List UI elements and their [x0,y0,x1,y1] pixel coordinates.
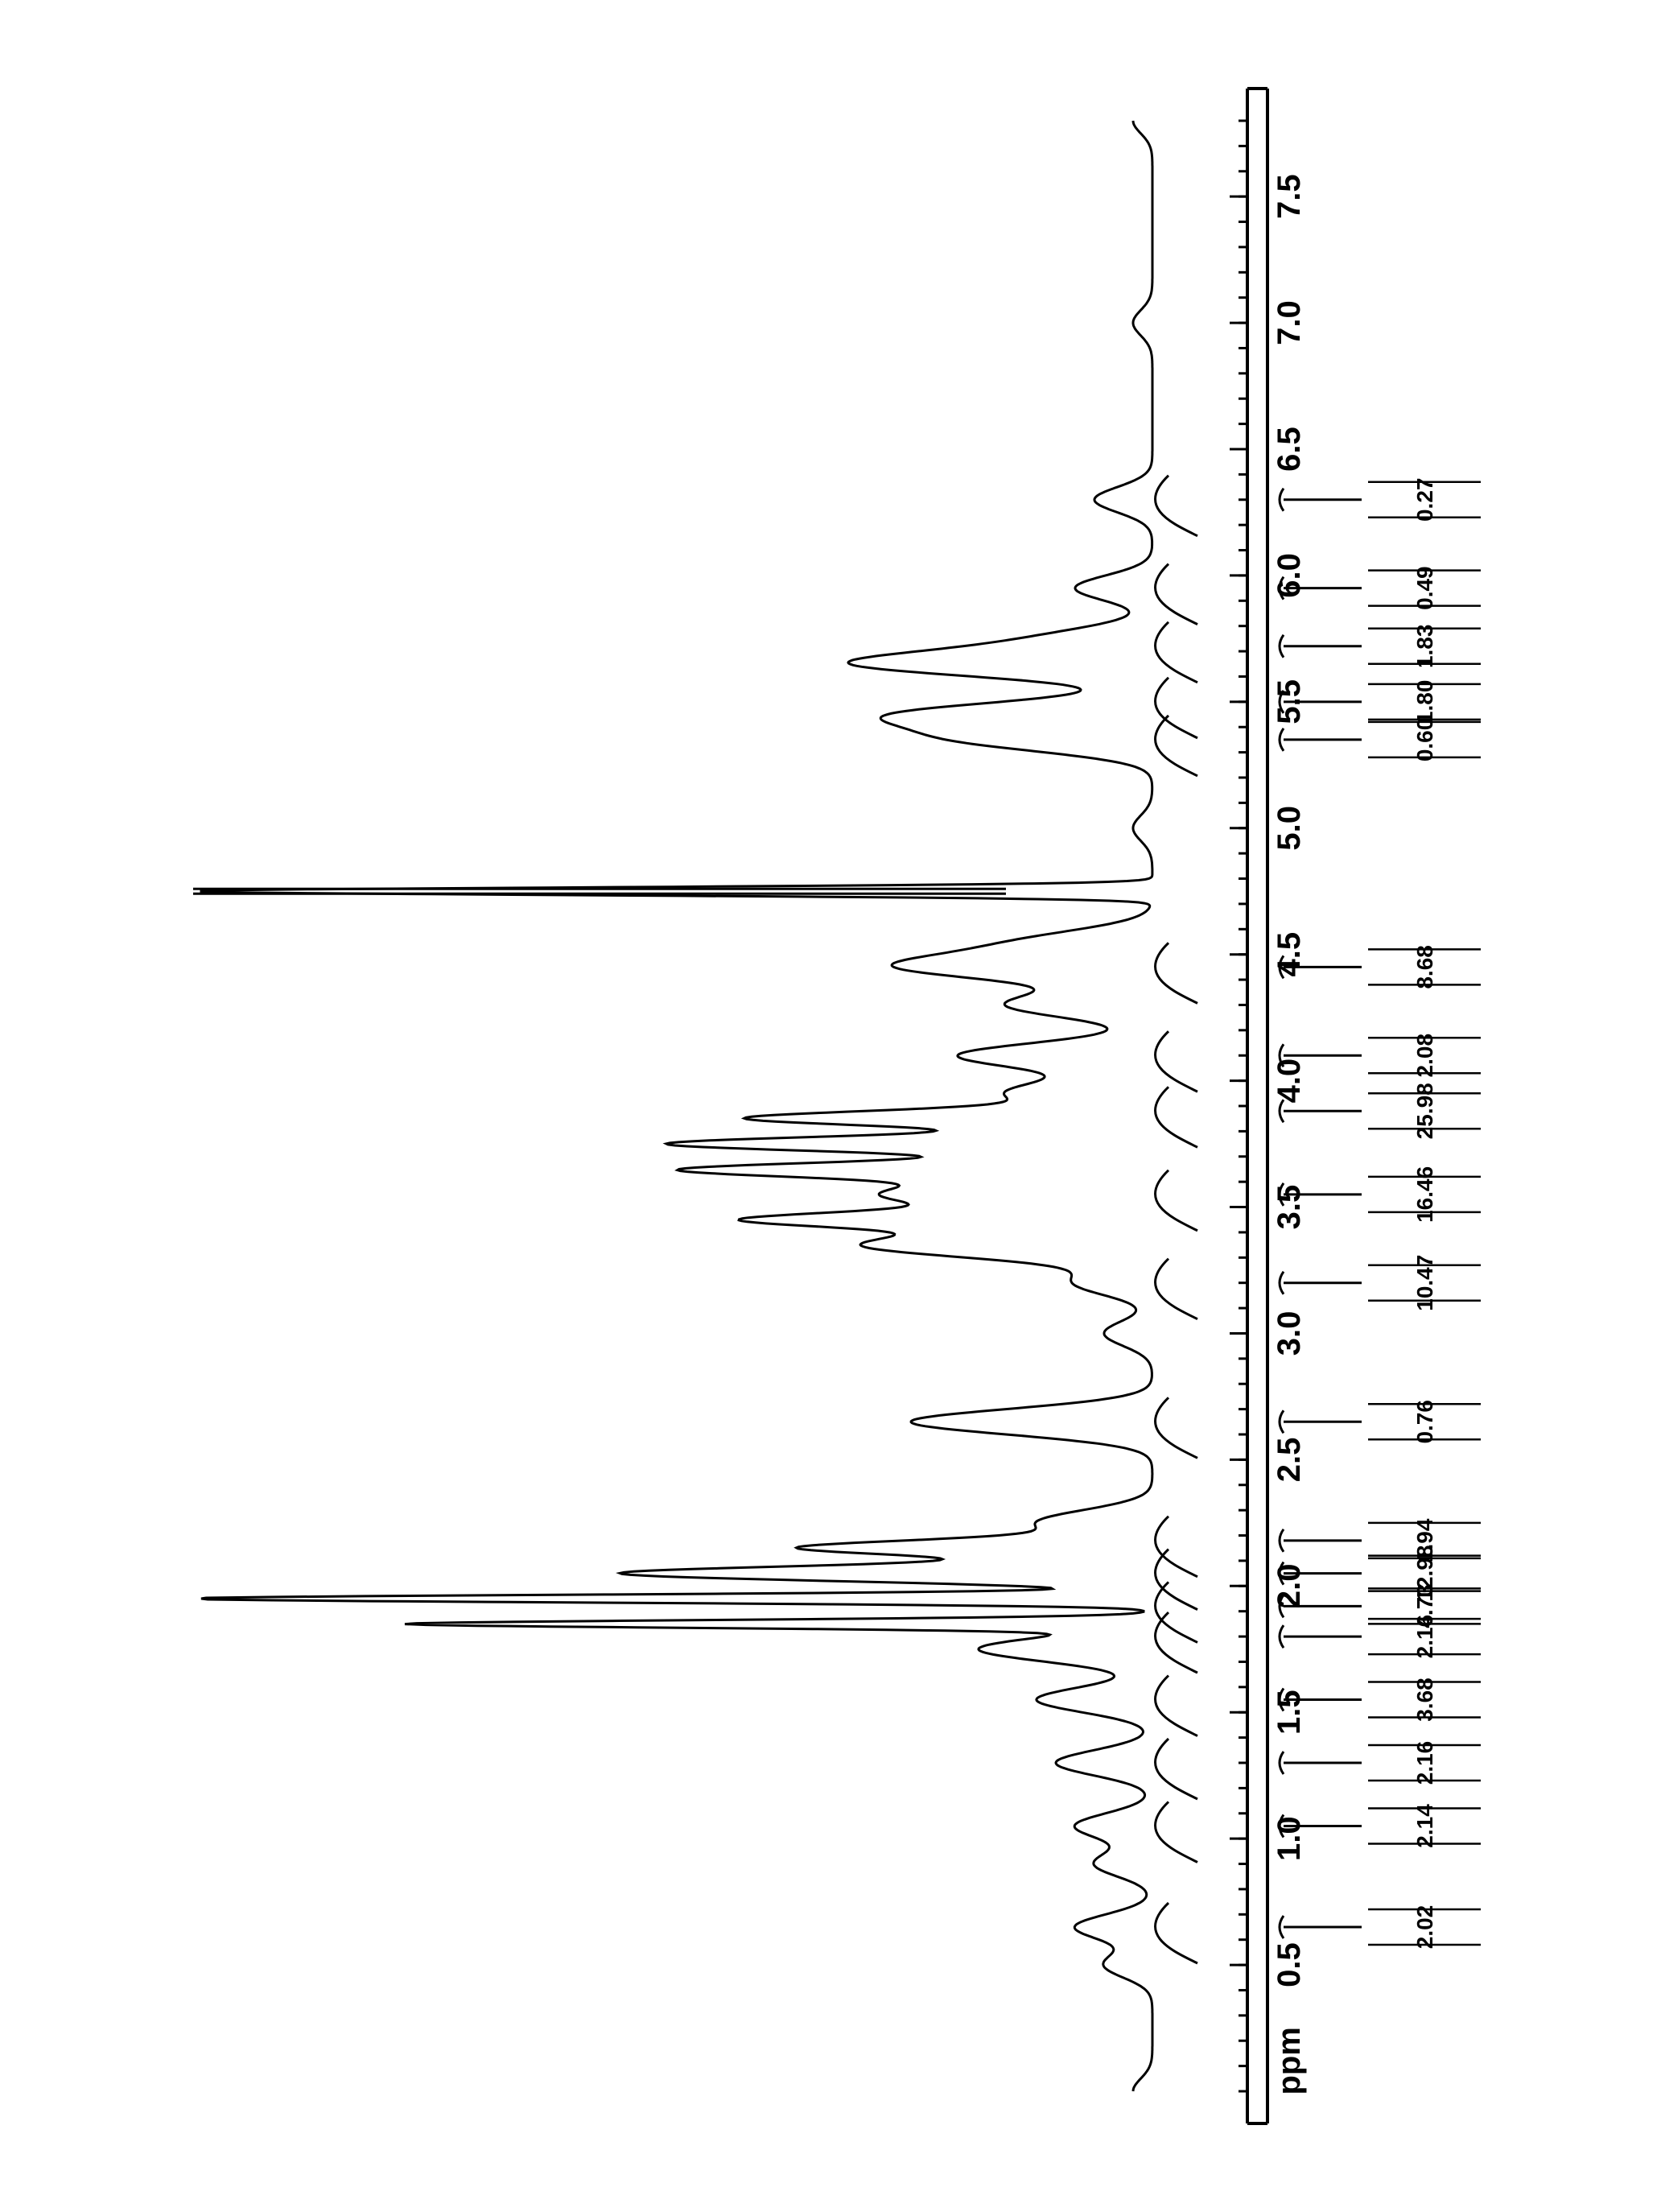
integral-label-group: 3.68 [1280,1678,1481,1722]
integral-value-label: 2.02 [1412,1905,1437,1950]
integral-label-group: 0.27 [1280,478,1481,522]
integral-value-label: 16.46 [1412,1166,1437,1223]
integral-hook [1280,1410,1284,1433]
integral-label-group: 1.80 [1280,680,1481,724]
axis-tick-label: 2.5 [1272,1438,1307,1483]
axis-tick-label: 1.0 [1272,1816,1307,1861]
integral-hook [1280,1272,1284,1294]
axis-tick-label: 6.0 [1272,553,1307,598]
axis-tick-label: 4.5 [1272,932,1307,977]
integral-label-group: 16.46 [1280,1166,1481,1223]
integral-value-label: 8.68 [1412,945,1437,989]
integral-value-label: 2.08 [1412,1034,1437,1078]
integral-label-group: 2.08 [1280,1034,1481,1078]
integral-hook [1280,489,1284,511]
axis-tick-label: 7.0 [1272,300,1307,345]
integral-label-group: 12.98 [1280,1546,1481,1602]
integral-label-group: 2.14 [1280,1804,1481,1848]
integral-value-label: 1.94 [1412,1518,1437,1562]
integral-value-label: 1.80 [1412,680,1437,724]
integral-hook [1280,1752,1284,1774]
integral-value-label: 2.14 [1412,1804,1437,1848]
integral-value-label: 0.49 [1412,566,1437,610]
integral-hook [1280,1916,1284,1938]
axis-tick-label: 3.5 [1272,1185,1307,1230]
integral-value-label: 0.27 [1412,478,1437,522]
integral-hook [1280,1529,1284,1552]
integral-label-group: 2.02 [1280,1905,1481,1950]
integral-hook [1280,635,1284,658]
integral-hook [1280,728,1284,751]
integral-label-group: 0.60 [1280,718,1481,762]
integral-label-group: 2.16 [1280,1741,1481,1785]
integral-curve [1156,476,1197,1963]
integral-value-label: 1.83 [1412,625,1437,669]
axis-tick-label: 0.5 [1272,1942,1307,1987]
integral-value-label: 25.98 [1412,1083,1437,1139]
axis-tick-label: 5.0 [1272,806,1307,851]
axis-tick-label: 7.5 [1272,174,1307,219]
integral-hook [1280,1625,1284,1648]
axis-tick-label: 3.0 [1272,1311,1307,1356]
nmr-spectrum-figure: 7.57.06.56.05.55.04.54.03.53.02.52.01.51… [0,0,1661,2212]
integral-value-label: 10.47 [1412,1255,1437,1311]
nmr-spectrum-svg: 7.57.06.56.05.55.04.54.03.53.02.52.01.51… [0,0,1661,2212]
axis-tick-label: 4.0 [1272,1059,1307,1104]
axis-tick-label: 2.0 [1272,1564,1307,1609]
integral-label-group: 0.76 [1280,1400,1481,1444]
integral-value-label: 0.76 [1412,1400,1437,1444]
integral-label-group: 1.83 [1280,625,1481,669]
integral-label-group: 10.47 [1280,1255,1481,1311]
integral-value-label: 2.16 [1412,1741,1437,1785]
axis-tick-label: 1.5 [1272,1690,1307,1735]
integral-label-group: 2.16 [1280,1615,1481,1659]
axis-tick-label: 6.5 [1272,427,1307,472]
integral-label-group: 25.98 [1280,1083,1481,1139]
integral-label-group: 8.68 [1280,945,1481,989]
integral-value-label: 3.68 [1412,1678,1437,1722]
integral-label-group: 0.49 [1280,566,1481,610]
axis-unit-label: ppm [1272,2027,1307,2094]
spectrum-trace [201,121,1152,2091]
